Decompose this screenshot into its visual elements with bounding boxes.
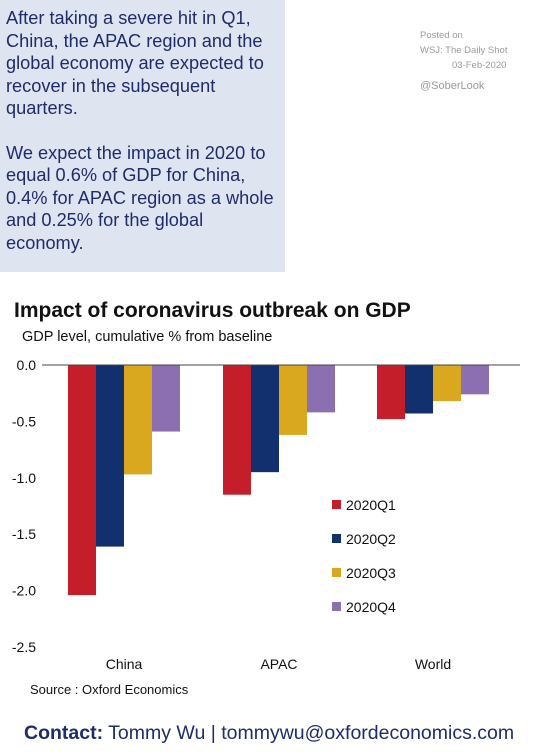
contact-label: Contact: [24,722,104,744]
watermark-source: WSJ: The Daily Shot [420,45,508,56]
chart-subtitle: GDP level, cumulative % from baseline [22,329,273,345]
contact-text: Tommy Wu | tommywu@oxfordeconomics.com [108,722,515,744]
bar-china-2020q3 [124,365,152,475]
legend-label-2020q4: 2020Q4 [346,599,396,615]
y-tick-label: -0.5 [12,413,36,429]
intro-paragraph-1: After taking a severe hit in Q1, China, … [6,8,264,118]
intro-box: After taking a severe hit in Q1, China, … [0,0,285,272]
watermark-posted-on: Posted on [420,30,463,41]
x-tick-label: World [415,656,451,672]
bar-apac-2020q1 [223,365,251,495]
bar-world-2020q4 [461,365,489,395]
bar-china-2020q2 [96,365,124,547]
legend-swatch-2020q2 [332,534,341,543]
x-tick-label: APAC [260,656,297,672]
intro-paragraph-2: We expect the impact in 2020 to equal 0.… [6,142,274,253]
bar-world-2020q1 [377,365,405,420]
source-note: Source : Oxford Economics [30,682,189,697]
watermark: Posted on WSJ: The Daily Shot 03-Feb-202… [420,28,530,94]
chart-title: Impact of coronavirus outbreak on GDP [14,299,411,322]
bar-china-2020q4 [152,365,180,432]
bar-apac-2020q3 [279,365,307,435]
bar-world-2020q3 [433,365,461,402]
y-tick-label: -2.5 [12,639,36,655]
legend-label-2020q2: 2020Q2 [346,531,396,547]
y-tick-label: -2.0 [12,583,36,599]
legend-label-2020q1: 2020Q1 [346,497,396,513]
y-tick-label: 0.0 [17,357,37,373]
legend-swatch-2020q4 [332,602,341,611]
bar-apac-2020q2 [251,365,279,473]
contact-line: Contact: Tommy Wu | tommywu@oxfordeconom… [24,722,514,745]
y-tick-label: -1.5 [12,526,36,542]
legend-swatch-2020q3 [332,568,341,577]
bar-apac-2020q4 [307,365,335,413]
watermark-date: 03-Feb-2020 [452,60,507,71]
legend-label-2020q3: 2020Q3 [346,565,396,581]
y-tick-label: -1.0 [12,470,36,486]
x-tick-label: China [106,656,143,672]
bar-world-2020q2 [405,365,433,414]
watermark-handle: @SoberLook [420,80,485,92]
legend-swatch-2020q1 [332,500,341,509]
bar-china-2020q1 [68,365,96,596]
